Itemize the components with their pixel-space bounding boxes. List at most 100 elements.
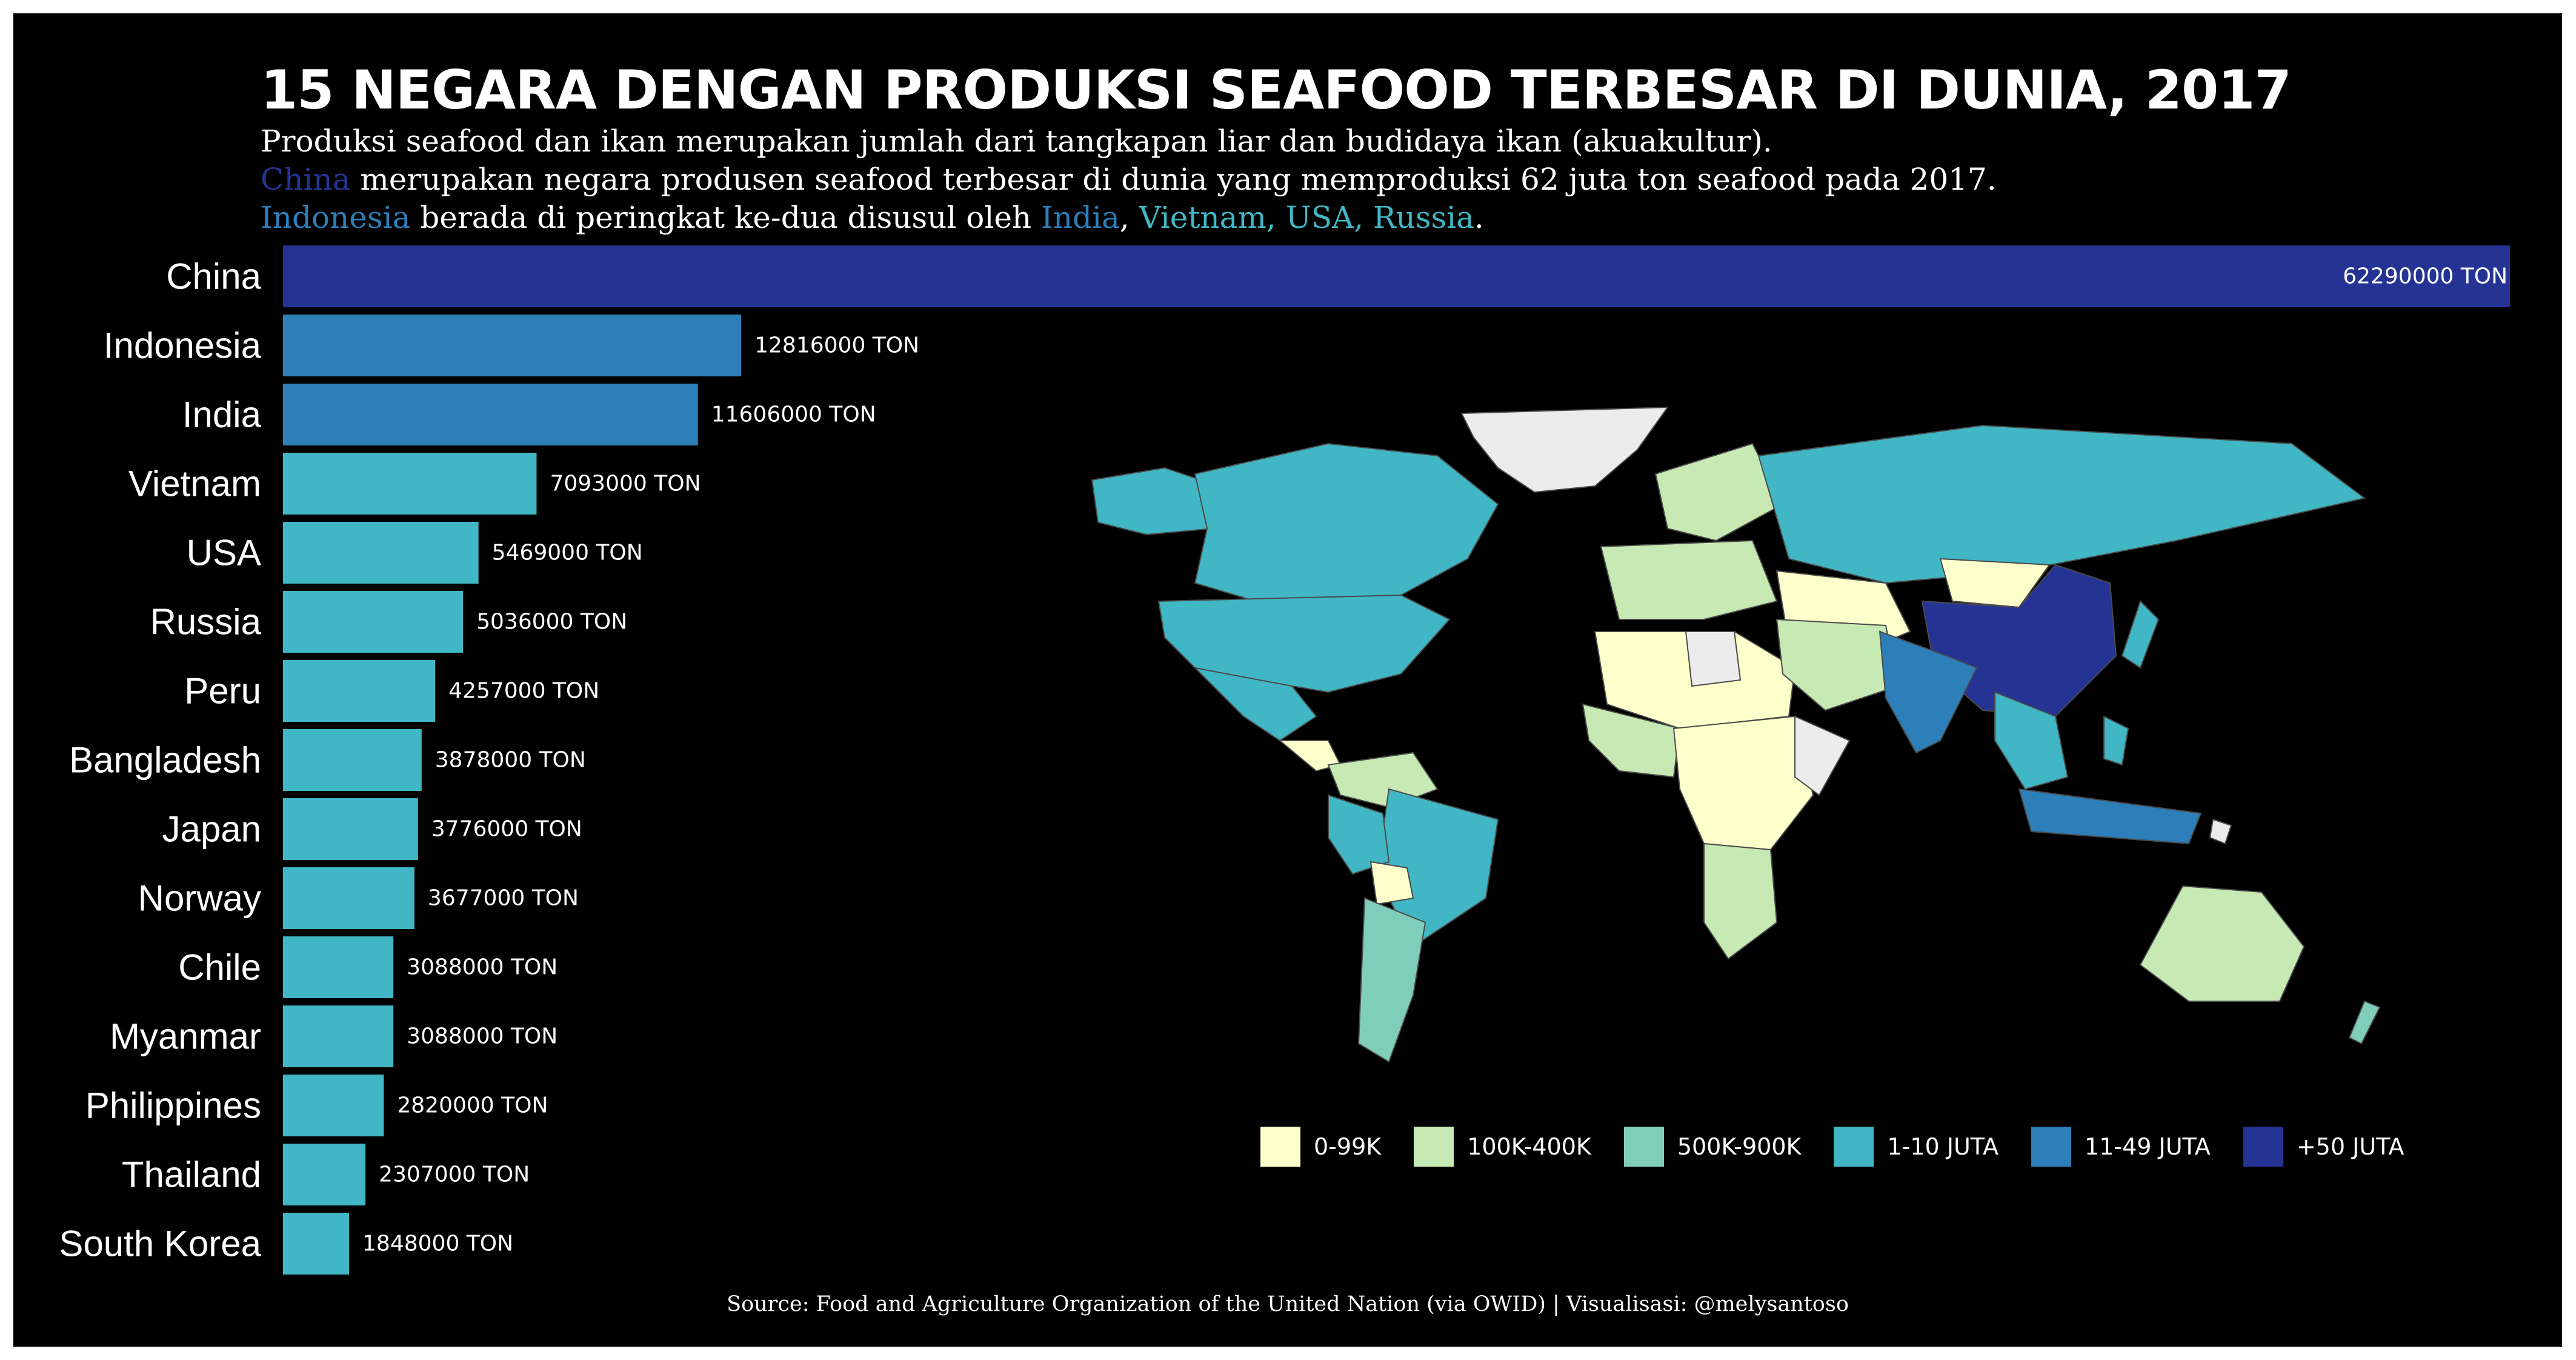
category-label: Indonesia: [104, 325, 262, 366]
legend-item: 0-99K: [1260, 1127, 1381, 1167]
map-region-europe-north: [1654, 442, 1784, 542]
value-label: 2820000 TON: [397, 1093, 548, 1118]
value-label: 3088000 TON: [407, 1024, 557, 1049]
category-label: Philippines: [85, 1085, 261, 1126]
category-label: India: [182, 395, 262, 435]
category-label: Myanmar: [110, 1016, 261, 1057]
legend-item: 1-10 JUTA: [1834, 1127, 1999, 1167]
subtitle-line-2: China merupakan negara produsen seafood …: [261, 162, 1997, 197]
chart-title: 15 NEGARA DENGAN PRODUKSI SEAFOOD TERBES…: [261, 59, 2292, 121]
value-label: 11606000 TON: [711, 402, 876, 427]
bar-japan: [283, 798, 418, 860]
bar-south-korea: [283, 1213, 350, 1275]
legend-swatch: [1623, 1127, 1664, 1167]
bar-myanmar: [283, 1005, 394, 1067]
legend-item: +50 JUTA: [2243, 1127, 2405, 1167]
chart-canvas: 15 NEGARA DENGAN PRODUKSI SEAFOOD TERBES…: [13, 13, 2562, 1347]
value-label: 7093000 TON: [550, 472, 701, 496]
map-region-bolivia: [1370, 861, 1414, 905]
map-region-peru: [1328, 794, 1390, 875]
legend-item: 500K-900K: [1623, 1127, 1802, 1167]
legend-item: 11-49 JUTA: [2031, 1127, 2211, 1167]
map-region-middle-east: [1776, 618, 1899, 712]
subtitle-line-1: Produksi seafood dan ikan merupakan juml…: [261, 124, 1772, 159]
value-label: 1848000 TON: [362, 1232, 513, 1256]
bar-peru: [283, 660, 436, 722]
map-region-libya: [1685, 631, 1742, 687]
legend-label: 500K-900K: [1677, 1133, 1802, 1160]
value-label: 3776000 TON: [431, 817, 582, 842]
category-label: China: [166, 256, 261, 297]
highlight-india: India: [1041, 200, 1120, 235]
legend-label: 100K-400K: [1467, 1133, 1591, 1160]
legend: 0-99K 100K-400K 500K-900K 1-10 JUTA 11-4…: [1260, 1124, 2404, 1170]
value-label: 3677000 TON: [428, 886, 579, 911]
bar-chile: [283, 936, 394, 998]
subtitle-line-2-text: merupakan negara produsen seafood terbes…: [350, 162, 1997, 197]
bar-philippines: [283, 1075, 384, 1136]
legend-label: 11-49 JUTA: [2085, 1133, 2211, 1160]
legend-label: 1-10 JUTA: [1887, 1133, 1999, 1160]
value-label: 12816000 TON: [754, 333, 919, 358]
category-label: Russia: [150, 602, 262, 642]
legend-swatch: [2031, 1127, 2072, 1167]
category-label: Thailand: [122, 1155, 261, 1195]
bar-bangladesh: [283, 729, 422, 791]
map-region-russia: [1757, 424, 2366, 584]
category-label: USA: [187, 533, 261, 573]
legend-label: +50 JUTA: [2296, 1133, 2405, 1160]
subtitle-separator: ,: [1119, 200, 1139, 235]
highlight-indonesia: Indonesia: [261, 200, 411, 235]
subtitle-period: .: [1474, 200, 1484, 235]
value-label: 5036000 TON: [476, 610, 627, 635]
map-region-argentina-chile: [1357, 897, 1426, 1063]
value-label: 4257000 TON: [448, 679, 599, 704]
bar-vietnam: [283, 453, 537, 515]
subtitle-line-3: Indonesia berada di peringkat ke-dua dis…: [261, 200, 1484, 235]
map-region-west-africa: [1582, 703, 1681, 778]
map-region-greenland: [1460, 406, 1669, 493]
map-region-indonesia: [2018, 788, 2202, 845]
value-label: 5469000 TON: [492, 541, 643, 565]
bar-indonesia: [283, 315, 742, 376]
legend-swatch: [1414, 1127, 1454, 1167]
bar-thailand: [283, 1144, 366, 1205]
value-label: 62290000 TON: [2343, 264, 2508, 289]
map-region-usa: [1157, 594, 1451, 693]
map-region-japan: [2121, 600, 2160, 669]
subtitle-line-3-text: berada di peringkat ke-dua disusul oleh: [410, 200, 1042, 235]
map-region-new-zealand: [2348, 1000, 2381, 1045]
category-label: South Korea: [59, 1224, 261, 1264]
value-label: 2307000 TON: [379, 1162, 530, 1187]
category-label: Peru: [184, 671, 261, 712]
bar-norway: [283, 867, 414, 929]
category-label: Vietnam: [128, 464, 261, 504]
bar-usa: [283, 522, 479, 584]
map-region-australia: [2139, 885, 2305, 1002]
bar-china: [283, 245, 2510, 307]
map-region-canada: [1194, 442, 1499, 602]
map-land: [1091, 406, 2381, 1063]
map-region-southeast-asia: [1994, 691, 2069, 790]
value-label: 3878000 TON: [435, 748, 586, 773]
map-region-mexico: [1193, 667, 1317, 742]
map-region-southern-africa: [1703, 842, 1778, 960]
legend-label: 0-99K: [1314, 1133, 1382, 1160]
map-region-horn-africa: [1794, 715, 1851, 796]
highlight-others: Vietnam, USA, Russia: [1139, 200, 1474, 235]
bar-india: [283, 384, 698, 445]
map-region-india: [1879, 630, 1978, 754]
category-label: Bangladesh: [69, 740, 261, 781]
category-label: Japan: [162, 809, 261, 850]
category-label: Norway: [138, 878, 261, 919]
legend-swatch: [1834, 1127, 1874, 1167]
value-label: 3088000 TON: [407, 955, 557, 980]
map-region-philippines: [2103, 715, 2129, 766]
legend-item: 100K-400K: [1414, 1127, 1591, 1167]
category-label: Chile: [178, 947, 261, 988]
bar-chart: China 62290000 TON Indonesia 12816000 TON In…: [59, 245, 2510, 1275]
bar-russia: [283, 591, 464, 653]
map-region-europe: [1600, 539, 1778, 620]
legend-swatch: [1260, 1127, 1300, 1167]
world-map: [1091, 406, 2381, 1063]
